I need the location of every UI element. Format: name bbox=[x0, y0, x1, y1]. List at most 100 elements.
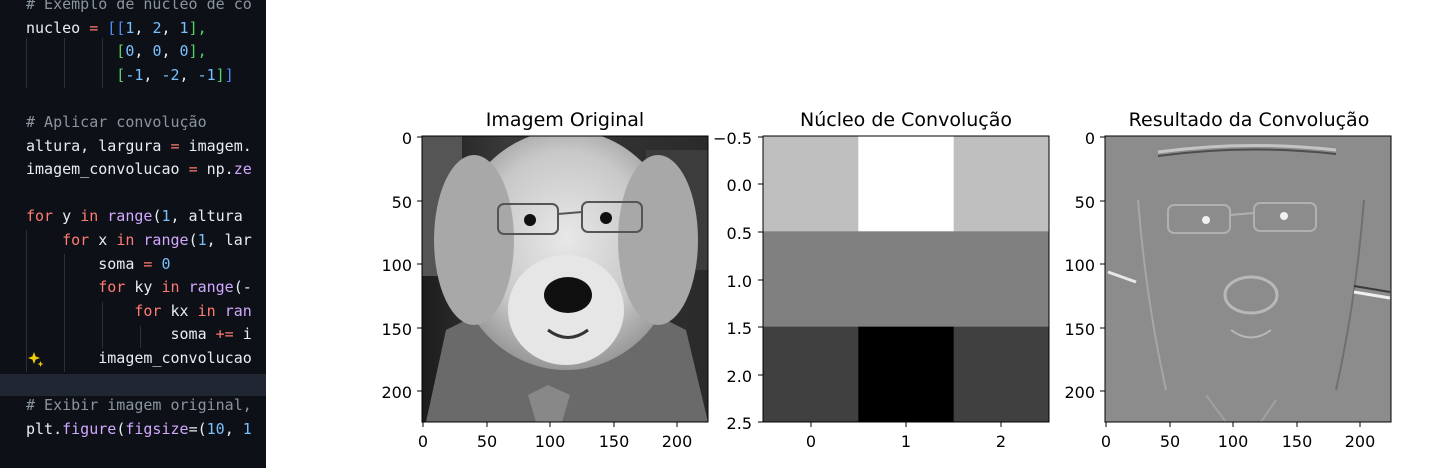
code-line[interactable]: # Exibir imagem original, bbox=[26, 394, 252, 418]
indent-guide bbox=[26, 38, 27, 88]
code-line[interactable]: [-1, -2, -1]] bbox=[26, 64, 234, 88]
code-token: plt. bbox=[26, 419, 63, 438]
panel-title: Resultado da Convolução bbox=[1129, 109, 1370, 131]
code-editor[interactable]: # Exemplo de núcleo de co nucleo = [[1, 2… bbox=[0, 0, 266, 468]
code-token: ( bbox=[188, 231, 198, 249]
code-line[interactable]: [0, 0, 0], bbox=[26, 40, 207, 64]
code-line[interactable]: nucleo = [[1, 2, 1], bbox=[26, 17, 207, 41]
panel-title: Núcleo de Convolução bbox=[800, 109, 1012, 131]
code-token: y bbox=[53, 207, 81, 226]
code-token: figsize bbox=[125, 419, 189, 438]
y-tick-label: 100 bbox=[1064, 256, 1095, 275]
x-tick-label: 150 bbox=[1282, 432, 1313, 451]
code-token: in bbox=[161, 278, 180, 297]
code-line[interactable]: soma += i bbox=[26, 323, 252, 347]
code-token: (- bbox=[233, 278, 252, 297]
code-token: , lar bbox=[206, 231, 252, 249]
code-token: 1 bbox=[197, 231, 207, 249]
sparkle-icon[interactable] bbox=[27, 351, 45, 369]
code-token: 1 bbox=[179, 18, 189, 37]
code-token: , bbox=[161, 42, 180, 61]
code-token: = bbox=[170, 136, 180, 155]
x-axis-ticks: 0 50 100 150 200 bbox=[418, 422, 692, 451]
code-line[interactable]: for ky in range(- bbox=[26, 276, 252, 300]
code-line[interactable]: imagem_convolucao = np.ze bbox=[26, 158, 252, 182]
code-token: [[ bbox=[107, 18, 126, 37]
code-token: ] bbox=[224, 65, 234, 84]
heatmap-cell bbox=[858, 231, 955, 328]
x-tick-label: 50 bbox=[1160, 432, 1180, 451]
code-token: nucleo bbox=[26, 18, 90, 37]
result-image bbox=[1105, 136, 1391, 422]
code-line[interactable]: for kx in ran bbox=[26, 300, 251, 324]
y-tick-label: 1.0 bbox=[727, 272, 752, 291]
y-axis-ticks: 0 50 100 150 200 bbox=[381, 129, 422, 402]
code-token bbox=[216, 302, 225, 320]
x-tick-label: 100 bbox=[535, 432, 566, 451]
x-tick-label: 100 bbox=[1218, 432, 1249, 451]
code-token: 1 bbox=[242, 419, 252, 438]
code-token bbox=[180, 278, 189, 296]
code-token: -2 bbox=[161, 65, 180, 84]
y-tick-label: 2.0 bbox=[727, 367, 752, 386]
code-token: i bbox=[233, 325, 252, 344]
code-token: [ bbox=[26, 42, 126, 61]
y-tick-label: 50 bbox=[392, 193, 412, 212]
indent-guide bbox=[140, 326, 141, 348]
x-tick-label: 200 bbox=[1345, 432, 1376, 451]
code-token: 10 bbox=[206, 419, 225, 438]
code-token: , bbox=[143, 65, 162, 84]
code-token: in bbox=[80, 207, 99, 226]
y-tick-label: 100 bbox=[381, 256, 412, 275]
heatmap-cell bbox=[763, 326, 859, 423]
code-token: ], bbox=[188, 42, 207, 61]
code-token: ky bbox=[125, 278, 162, 297]
y-axis-ticks: −0.5 0.0 0.5 1.0 1.5 2.0 2.5 bbox=[713, 129, 763, 433]
y-tick-label: 2.5 bbox=[727, 414, 752, 433]
code-token: ( bbox=[116, 419, 126, 438]
y-tick-label: 0 bbox=[1085, 129, 1095, 148]
code-token: 0 bbox=[179, 42, 189, 61]
y-tick-label: 1.5 bbox=[727, 319, 752, 338]
code-token: -1 bbox=[125, 65, 144, 84]
code-token: in bbox=[116, 231, 135, 249]
y-tick-label: 200 bbox=[381, 383, 412, 402]
code-token: in bbox=[197, 301, 216, 320]
panel-kernel: Núcleo de Convolução −0.5 0.0 0.5 1.0 1.… bbox=[713, 109, 1050, 451]
x-tick-label: 150 bbox=[599, 432, 630, 451]
code-token: ], bbox=[188, 18, 207, 37]
code-token: 2 bbox=[152, 18, 162, 37]
code-token: for bbox=[26, 231, 90, 249]
code-token: soma bbox=[26, 254, 144, 273]
indent-guide bbox=[26, 230, 27, 372]
code-line[interactable]: # Aplicar convolução bbox=[26, 111, 207, 135]
code-token: , bbox=[224, 419, 243, 438]
code-line[interactable]: for y in range(1, altura bbox=[26, 205, 252, 229]
code-line[interactable]: # Exemplo de núcleo de co bbox=[26, 0, 252, 17]
code-line[interactable]: imagem_convolucao bbox=[26, 347, 252, 371]
heatmap-cell bbox=[953, 326, 1050, 423]
code-token: ze bbox=[233, 160, 252, 179]
indent-guide bbox=[102, 302, 103, 348]
heatmap-cell bbox=[858, 136, 955, 232]
code-token: # Aplicar convolução bbox=[26, 113, 207, 131]
figure-canvas: Imagem Original bbox=[381, 109, 1392, 451]
code-line[interactable]: plt.figure(figsize=(10, 1 bbox=[26, 418, 252, 442]
code-token: , bbox=[161, 18, 180, 37]
code-line[interactable]: altura, largura = imagem. bbox=[26, 135, 252, 159]
code-token: , bbox=[134, 18, 153, 37]
code-line[interactable]: soma = 0 bbox=[26, 253, 170, 277]
code-token: range bbox=[188, 278, 234, 297]
code-token: np. bbox=[197, 160, 234, 179]
heatmap-cell bbox=[763, 231, 859, 328]
indent-guide bbox=[102, 38, 103, 88]
code-token: [ bbox=[26, 65, 126, 84]
code-token: += bbox=[215, 325, 234, 344]
panel-result: Resultado da Convolução bbox=[1064, 109, 1392, 451]
code-token: kx bbox=[161, 301, 198, 320]
code-line[interactable]: for x in range(1, lar bbox=[26, 229, 252, 253]
x-axis-ticks: 0 50 100 150 200 bbox=[1101, 422, 1375, 451]
code-token: imagem. bbox=[179, 136, 252, 155]
y-tick-label: 150 bbox=[381, 320, 412, 339]
heatmap-cell bbox=[953, 231, 1050, 328]
